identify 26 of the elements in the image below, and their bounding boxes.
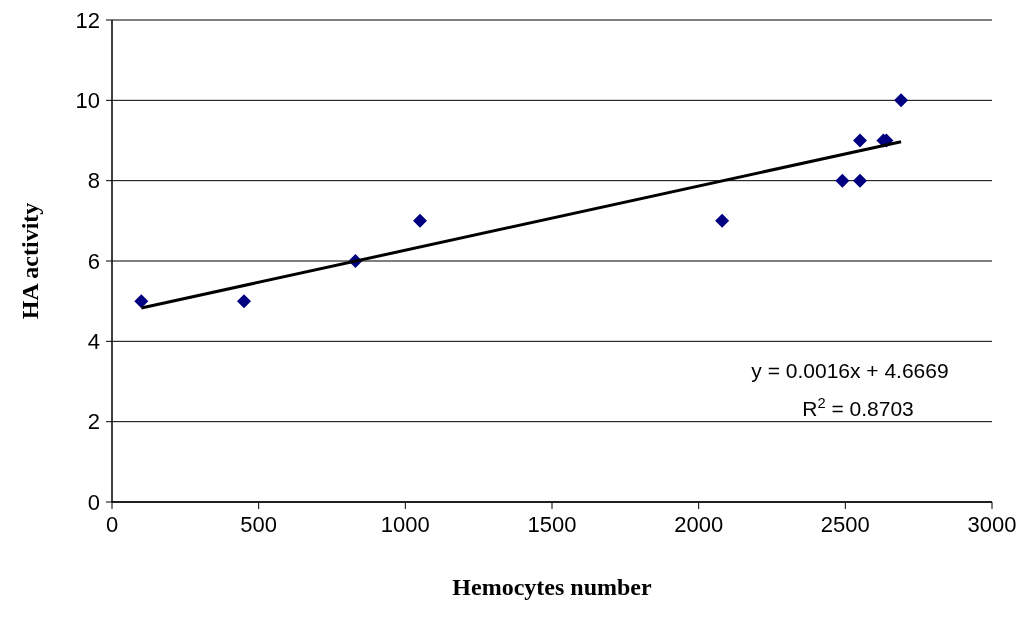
y-tick-label: 4 [87, 329, 100, 355]
y-tick-label: 10 [75, 88, 100, 114]
y-tick-label: 6 [87, 248, 100, 274]
y-tick-label: 8 [87, 168, 100, 194]
y-axis-title: HA activity [17, 202, 43, 320]
x-tick-label: 1000 [380, 512, 430, 537]
point [413, 213, 427, 228]
y-tick-label: 0 [87, 489, 100, 515]
y-tick-label: 2 [87, 409, 100, 435]
point [134, 294, 149, 309]
point [894, 93, 909, 108]
point [715, 213, 730, 228]
x-tick-label: 2500 [820, 512, 870, 537]
x-axis-title: Hemocytes number [452, 574, 652, 600]
x-tick-label: 1500 [527, 512, 577, 537]
point [853, 173, 867, 188]
x-tick-label: 3000 [967, 512, 1017, 537]
x-tick-label: 500 [240, 512, 278, 537]
annotation: R$^{2}$ = 0.8703 [802, 395, 914, 420]
x-tick-label: 0 [105, 512, 119, 537]
x-tick-label: 2000 [674, 512, 724, 537]
y-tick-label: 12 [75, 7, 100, 33]
point [237, 294, 251, 309]
point [853, 133, 867, 148]
annotation: y = 0.0016x + 4.6669 [751, 359, 949, 382]
point [835, 173, 850, 188]
